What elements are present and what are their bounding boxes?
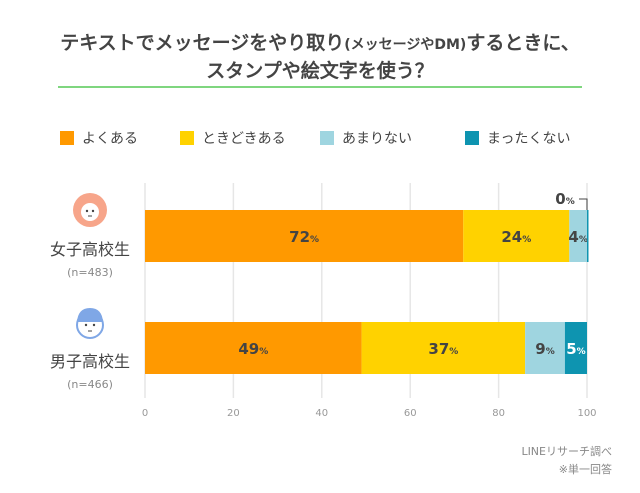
data-label: 4%	[568, 228, 587, 246]
note-label: ※単一回答	[558, 463, 612, 476]
legend-swatch	[180, 131, 194, 145]
chart-title-line1: テキストでメッセージをやり取り(メッセージやDM)するときに、	[0, 28, 640, 55]
bar-segment	[564, 322, 587, 374]
x-tick-label: 60	[404, 408, 417, 419]
bar-segment	[525, 322, 565, 374]
sample-size: (n=466)	[67, 378, 113, 391]
legend-label: まったくない	[487, 131, 571, 147]
data-label: 5%	[566, 340, 585, 358]
data-label: 37%	[428, 340, 458, 358]
category-boys: 男子高校生 (n=466)	[40, 302, 140, 391]
bar-segment	[587, 210, 589, 262]
category-label: 女子高校生	[49, 240, 130, 259]
legend-item: あまりない	[320, 128, 412, 148]
title-underline	[58, 86, 582, 88]
bar-segment	[569, 210, 587, 262]
chart-title-line2: スタンプや絵文字を使う？	[206, 60, 434, 82]
legend-swatch	[465, 131, 479, 145]
title-paren: (メッセージやDM)	[344, 37, 467, 53]
data-label: 24%	[501, 228, 531, 246]
sample-size: (n=483)	[67, 266, 113, 279]
title-text-end: するときに、	[466, 32, 580, 54]
legend-label: ときどきある	[202, 131, 286, 147]
girl-face-icon	[73, 193, 107, 227]
legend-item: まったくない	[465, 128, 570, 148]
boy-face-icon	[76, 308, 104, 339]
source-label: LINEリサーチ調べ	[521, 445, 612, 458]
bar-segment	[361, 322, 526, 374]
leader-line	[579, 198, 588, 210]
x-tick-label: 40	[315, 408, 328, 419]
legend-swatch	[320, 131, 334, 145]
data-label: 9%	[535, 340, 554, 358]
data-label: 0%	[555, 190, 574, 208]
data-label: 49%	[238, 340, 268, 358]
legend-label: あまりない	[342, 131, 412, 147]
x-tick-label: 20	[227, 408, 240, 419]
data-label: 72%	[289, 228, 319, 246]
category-label: 男子高校生	[49, 352, 130, 371]
legend-item: よくある	[60, 128, 138, 148]
bar-segment	[145, 210, 464, 262]
bar-segment	[145, 322, 362, 374]
legend-label: よくある	[82, 131, 138, 147]
x-tick-label: 80	[492, 408, 505, 419]
legend-item: ときどきある	[180, 128, 286, 148]
title-text: テキストでメッセージをやり取り	[60, 32, 345, 54]
bar-segment	[463, 210, 570, 262]
category-girls: 女子高校生 (n=483)	[40, 190, 140, 279]
x-tick-label: 100	[577, 408, 596, 419]
x-tick-label: 0	[142, 408, 148, 419]
legend-swatch	[60, 131, 74, 145]
